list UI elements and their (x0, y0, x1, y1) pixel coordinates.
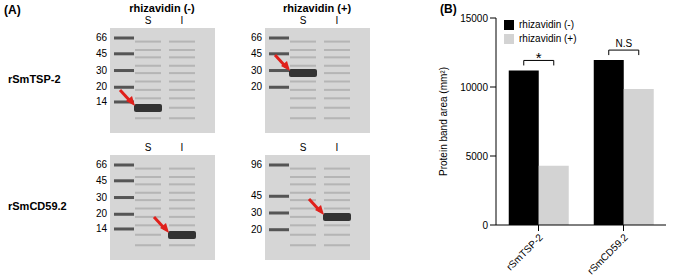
svg-text:rhizavidin (-): rhizavidin (-) (129, 2, 195, 14)
svg-text:30: 30 (96, 65, 108, 76)
svg-text:14: 14 (96, 223, 108, 234)
svg-text:rSmCD59.2: rSmCD59.2 (8, 200, 67, 212)
svg-text:rSmTSP-2: rSmTSP-2 (504, 231, 545, 272)
svg-text:14: 14 (96, 96, 108, 107)
html-text:(B): (B) (440, 2, 457, 16)
svg-text:45: 45 (96, 175, 108, 186)
html-text:rhizavidin (-): rhizavidin (-) (519, 19, 574, 30)
svg-text:rhizavidin (+): rhizavidin (+) (283, 2, 351, 14)
svg-text:45: 45 (96, 48, 108, 59)
svg-text:S: S (145, 142, 152, 153)
svg-text:45: 45 (251, 48, 263, 59)
svg-text:20: 20 (251, 224, 263, 235)
svg-text:20: 20 (96, 81, 108, 92)
svg-text:66: 66 (96, 32, 108, 43)
html-text:rhizavidin (+): rhizavidin (+) (519, 33, 577, 44)
svg-text:0: 0 (482, 220, 488, 231)
svg-text:45: 45 (251, 190, 263, 201)
svg-text:Protein band area (mm²): Protein band area (mm²) (438, 67, 449, 176)
svg-text:I: I (336, 142, 339, 153)
svg-text:66: 66 (96, 159, 108, 170)
svg-text:20: 20 (96, 208, 108, 219)
svg-text:66: 66 (251, 32, 263, 43)
svg-text:S: S (300, 142, 307, 153)
svg-text:I: I (181, 15, 184, 26)
svg-text:20: 20 (251, 81, 263, 92)
svg-text:30: 30 (96, 192, 108, 203)
svg-text:S: S (145, 15, 152, 26)
svg-text:rSmTSP-2: rSmTSP-2 (8, 73, 61, 85)
svg-text:I: I (181, 142, 184, 153)
svg-text:I: I (336, 15, 339, 26)
svg-text:30: 30 (251, 65, 263, 76)
svg-text:96: 96 (251, 159, 263, 170)
svg-text:30: 30 (251, 207, 263, 218)
svg-text:S: S (300, 15, 307, 26)
svg-text:N.S: N.S (615, 38, 632, 49)
svg-text:(A): (A) (4, 3, 21, 17)
svg-text:*: * (536, 49, 542, 66)
svg-text:15000: 15000 (460, 13, 488, 24)
svg-text:5000: 5000 (466, 151, 489, 162)
svg-text:10000: 10000 (460, 82, 488, 93)
svg-text:rSmCD59.2: rSmCD59.2 (585, 231, 630, 276)
